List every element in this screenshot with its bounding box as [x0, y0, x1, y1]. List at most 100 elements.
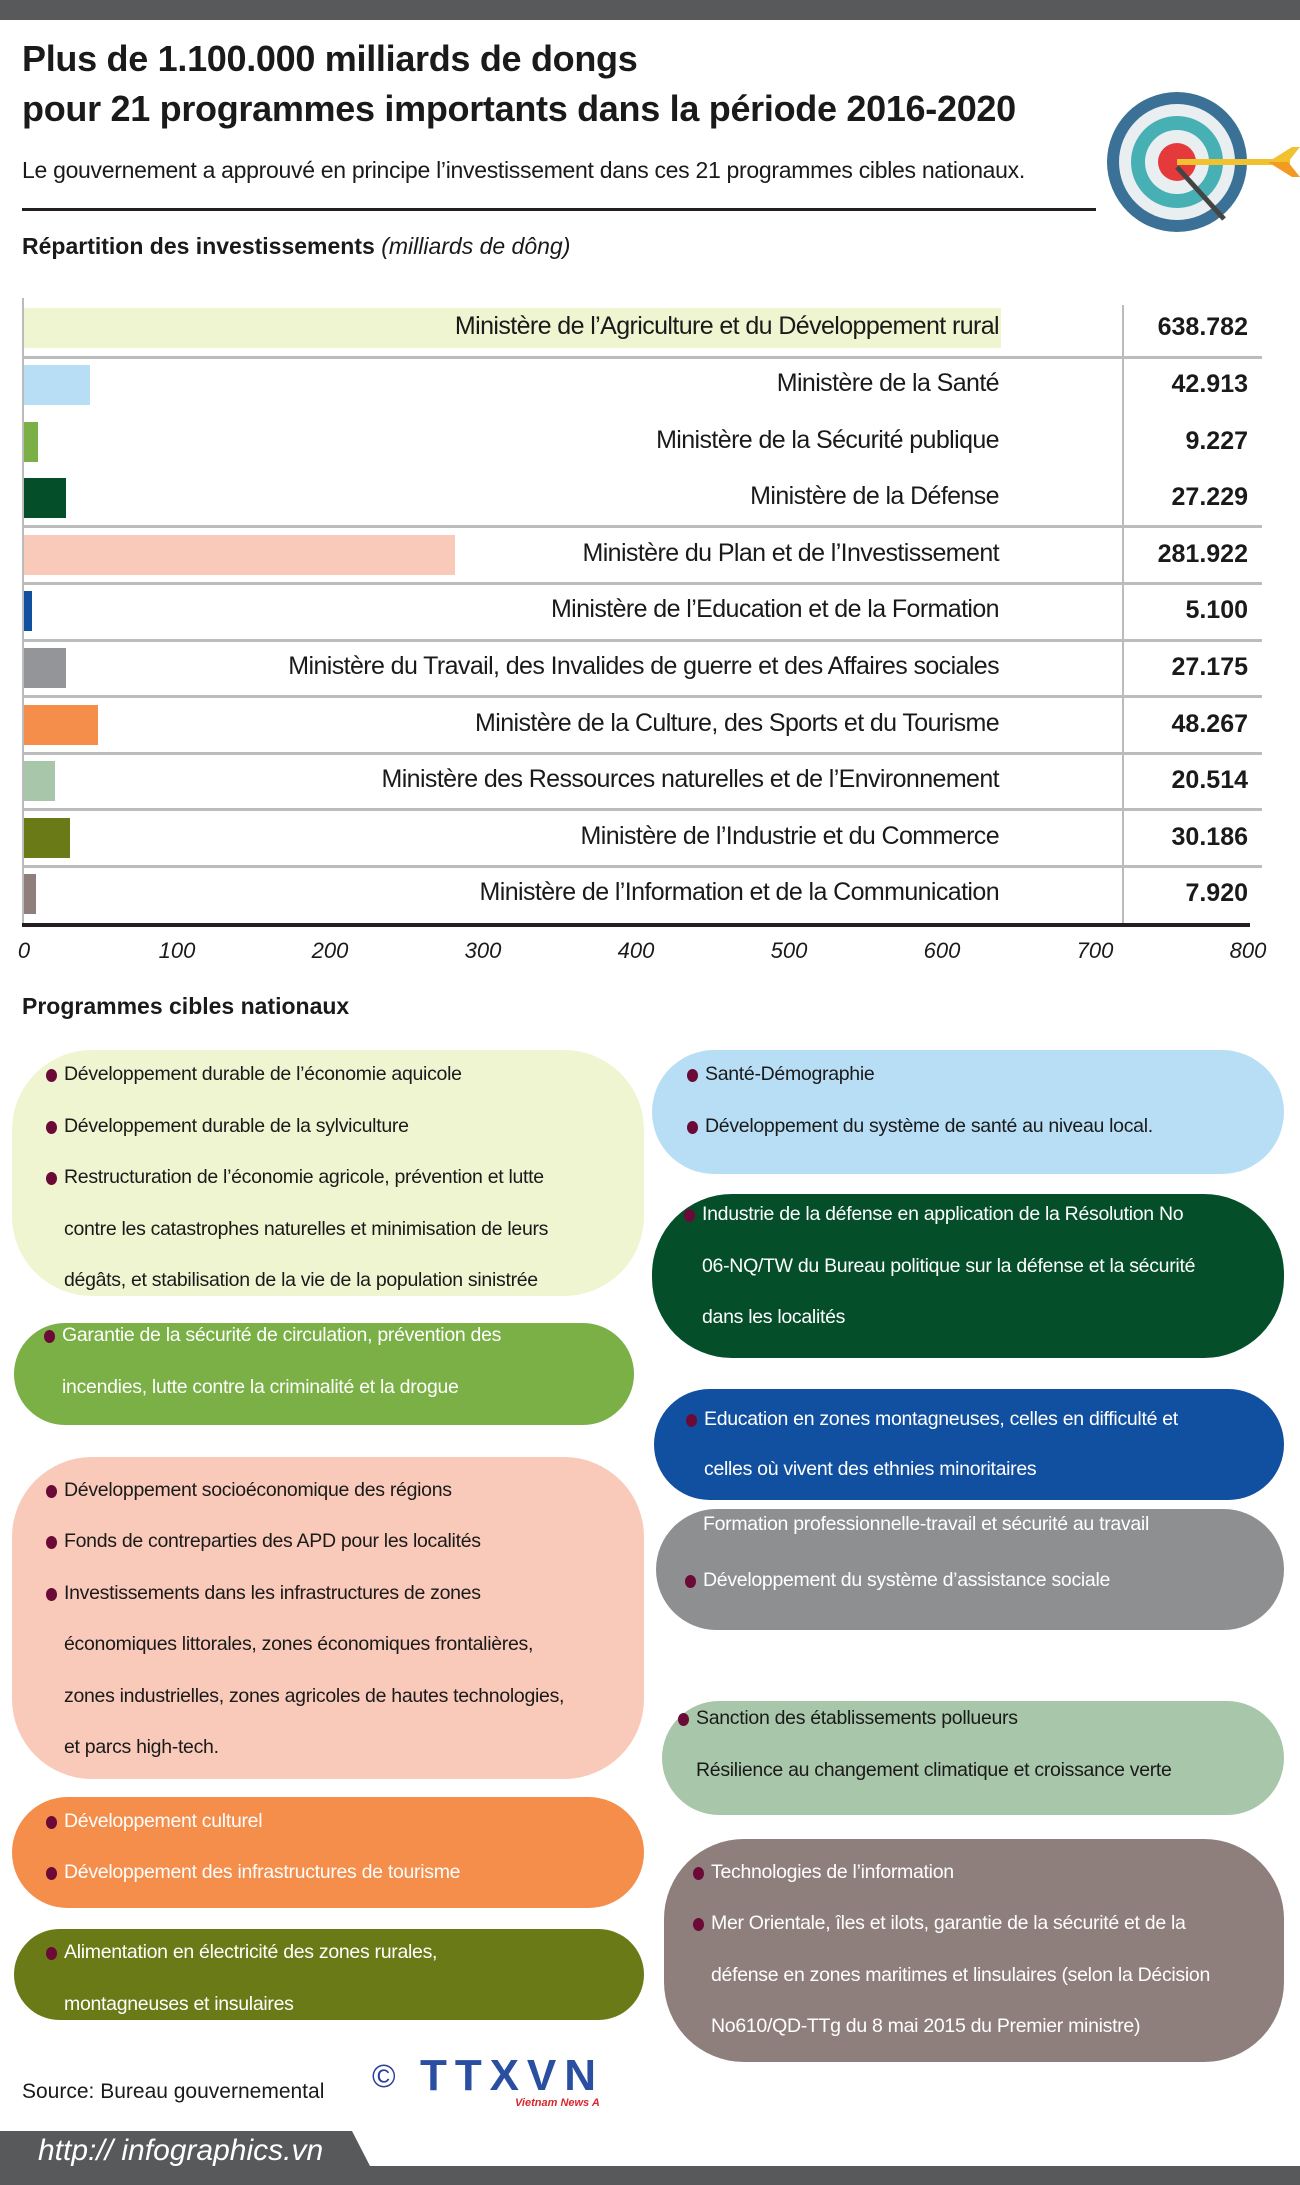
- programme-item: Développement socioéconomique des région…: [64, 1479, 452, 1501]
- programme-item: et parcs high-tech.: [64, 1736, 219, 1758]
- x-tick-label: 800: [1229, 937, 1267, 963]
- programme-box: [14, 1323, 634, 1425]
- value-column-divider: [1122, 305, 1124, 923]
- bullet-icon: [693, 1867, 704, 1880]
- bar: [24, 817, 71, 858]
- programme-item: 06-NQ/TW du Bureau politique sur la défe…: [702, 1255, 1196, 1277]
- bar-value: 638.782: [1157, 313, 1248, 342]
- bar-value: 9.227: [1185, 426, 1248, 455]
- programme-item: Education en zones montagneuses, celles …: [704, 1408, 1178, 1430]
- programme-item: Développement du système de santé au niv…: [705, 1115, 1153, 1137]
- source-text: Source: Bureau gouvernemental: [22, 2080, 325, 2103]
- programme-item: contre les catastrophes naturelles et mi…: [64, 1218, 549, 1240]
- programme-item: économiques littorales, zones économique…: [64, 1633, 534, 1655]
- programme-box: [654, 1389, 1284, 1500]
- programme-item: Investissements dans les infrastructures…: [64, 1582, 481, 1604]
- programme-item: montagneuses et insulaires: [64, 1993, 294, 2015]
- programme-item: Développement des infrastructures de tou…: [64, 1861, 461, 1883]
- programme-item: Alimentation en électricité des zones ru…: [64, 1941, 438, 1963]
- bar-value: 30.186: [1171, 822, 1248, 851]
- programme-item: Développement durable de l’économie aqui…: [64, 1063, 462, 1085]
- bar: [24, 647, 66, 688]
- subtitle: Le gouvernement a approuvé en principe l…: [22, 157, 1025, 183]
- bar: [24, 308, 1002, 349]
- programme-item: Résilience au changement climatique et c…: [696, 1759, 1172, 1781]
- top-bar: [0, 0, 1300, 20]
- bullet-icon: [684, 1209, 695, 1222]
- bar: [24, 534, 456, 575]
- x-tick-label: 0: [17, 937, 31, 963]
- bar-label: Ministère de l’Industrie et du Commerce: [580, 821, 1000, 850]
- website-link[interactable]: http:// infographics.vn: [38, 2134, 324, 2167]
- bar-label: Ministère de l’Agriculture et du Dévelop…: [454, 312, 1000, 341]
- title-line-1: Plus de 1.100.000 milliards de dongs: [22, 38, 638, 79]
- bar-label: Ministère de la Santé: [776, 368, 1000, 397]
- bullet-icon: [46, 1536, 57, 1549]
- x-tick-label: 600: [923, 937, 961, 963]
- programme-item: Fonds de contreparties des APD pour les …: [64, 1530, 481, 1552]
- bullet-icon: [44, 1330, 55, 1343]
- programme-box: [664, 1839, 1284, 2062]
- programme-item: dégâts, et stabilisation de la vie de la…: [64, 1269, 538, 1291]
- programme-item: Développement culturel: [64, 1810, 263, 1832]
- x-tick-label: 300: [464, 937, 502, 963]
- programme-item: Développement durable de la sylviculture: [64, 1115, 409, 1137]
- programme-box: [12, 1050, 644, 1296]
- bullet-icon: [686, 1414, 697, 1427]
- programme-box: [662, 1701, 1284, 1815]
- x-tick-label: 700: [1076, 937, 1114, 963]
- bar-label: Ministère des Ressources naturelles et d…: [381, 765, 999, 794]
- bar-label: Ministère du Travail, des Invalides de g…: [288, 651, 999, 680]
- bullet-icon: [46, 1485, 57, 1498]
- bar: [24, 591, 32, 632]
- row-separator: [22, 638, 1262, 642]
- programme-item: zones industrielles, zones agricoles de …: [64, 1685, 565, 1707]
- bar-value: 27.229: [1171, 483, 1248, 512]
- programme-item: incendies, lutte contre la criminalité e…: [62, 1376, 459, 1398]
- programme-item: Sanction des établissements pollueurs: [696, 1707, 1018, 1729]
- row-separator: [22, 695, 1262, 699]
- bar: [24, 704, 98, 745]
- programme-item: Santé-Démographie: [705, 1063, 875, 1085]
- bar-value: 5.100: [1185, 596, 1248, 625]
- bar-value: 42.913: [1171, 369, 1248, 398]
- programme-item: Développement du système d’assistance so…: [703, 1569, 1111, 1591]
- x-axis-line: [22, 922, 1250, 927]
- programme-box: [652, 1050, 1284, 1174]
- row-separator: [22, 751, 1262, 755]
- svg-text:Vietnam News Agency: Vietnam News Agency: [515, 2097, 600, 2109]
- divider: [22, 208, 1096, 211]
- bullet-icon: [685, 1575, 696, 1588]
- programme-item: celles où vivent des ethnies minoritaire…: [704, 1458, 1037, 1480]
- programme-item: défense en zones maritimes et linsulaire…: [711, 1964, 1210, 1986]
- bar-label: Ministère de l’Information et de la Comm…: [479, 878, 1000, 907]
- programmes-heading: Programmes cibles nationaux: [22, 993, 350, 1019]
- footer-bar: [0, 2131, 1300, 2185]
- bar: [24, 761, 56, 802]
- bullet-icon: [46, 1172, 57, 1185]
- bar: [24, 421, 39, 462]
- programme-box: [656, 1509, 1284, 1630]
- bullet-icon: [678, 1713, 689, 1726]
- programme-item: dans les localités: [702, 1306, 846, 1328]
- programme-box: [14, 1929, 644, 2020]
- bullet-icon: [693, 1918, 704, 1931]
- y-axis-line: [22, 298, 24, 923]
- row-separator: [22, 808, 1262, 812]
- bar-value: 281.922: [1157, 539, 1248, 568]
- bar-value: 7.920: [1185, 879, 1248, 908]
- row-separator: [22, 865, 1262, 868]
- bar-label: Ministère de la Culture, des Sports et d…: [475, 708, 1000, 737]
- row-separator: [22, 525, 1262, 529]
- bullet-icon: [46, 1069, 57, 1082]
- bar-label: Ministère de la Sécurité publique: [656, 425, 1000, 454]
- programme-item: Garantie de la sécurité de circulation, …: [62, 1324, 502, 1346]
- x-tick-label: 400: [617, 937, 655, 963]
- bullet-icon: [687, 1121, 698, 1134]
- programme-box: [652, 1194, 1284, 1358]
- title-line-2: pour 21 programmes importants dans la pé…: [22, 88, 1016, 129]
- bar-value: 48.267: [1171, 709, 1248, 738]
- bullet-icon: [46, 1588, 57, 1601]
- programme-box: [12, 1797, 644, 1908]
